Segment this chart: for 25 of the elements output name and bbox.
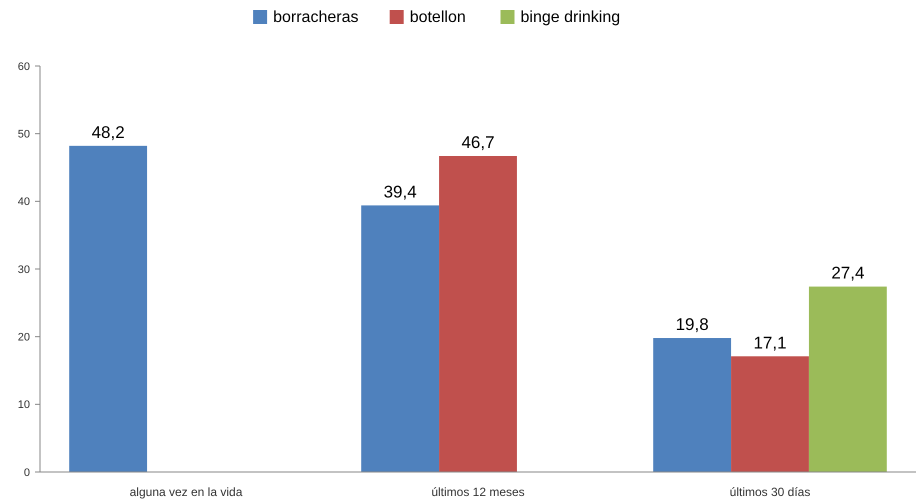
y-tick-label: 10 [18, 399, 30, 412]
x-tick-label: alguna vez en la vida [130, 485, 243, 499]
y-tick-label: 40 [18, 196, 30, 208]
x-tick-label: últimos 12 meses [431, 485, 525, 499]
legend-label: binge drinking [520, 9, 620, 26]
x-tick-label: últimos 30 días [730, 485, 810, 499]
bar [361, 205, 440, 472]
bar [439, 156, 517, 472]
y-tick-label: 60 [18, 60, 30, 73]
legend-label: botellon [410, 9, 466, 26]
data-label: 48,2 [92, 122, 125, 142]
data-label: 39,4 [384, 182, 417, 202]
bar [653, 338, 732, 472]
y-tick-label: 50 [18, 128, 30, 141]
y-tick-label: 30 [18, 264, 30, 276]
bar [731, 356, 809, 472]
data-label: 46,7 [461, 132, 495, 152]
bar [69, 146, 148, 472]
data-label: 27,4 [831, 264, 864, 283]
bar [808, 286, 887, 472]
y-tick-label: 0 [24, 466, 30, 479]
data-label: 17,1 [753, 333, 787, 352]
data-label: 19,8 [676, 315, 709, 334]
y-tick-label: 20 [18, 332, 30, 344]
legend-label: borracheras [273, 9, 358, 26]
